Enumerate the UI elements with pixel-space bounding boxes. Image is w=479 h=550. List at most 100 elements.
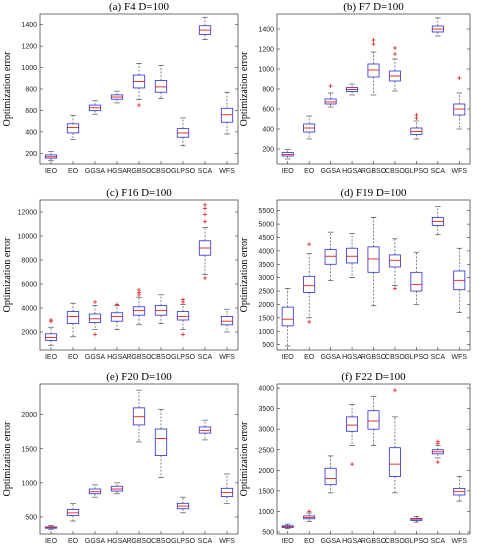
box-ieo <box>44 525 58 530</box>
iqr-box <box>453 103 466 116</box>
outlier-point <box>371 42 376 46</box>
iqr-box <box>154 80 168 93</box>
box-cbso <box>154 408 168 478</box>
x-tick-label: RGBSO <box>126 538 152 545</box>
panel-1: (a) F4 D=100 Optimization error 200 400 600 8… <box>2 1 239 175</box>
outlier-point <box>307 319 312 324</box>
iqr-box <box>367 246 380 273</box>
outlier-point <box>181 300 185 304</box>
x-tick-label: CBSO <box>151 168 171 175</box>
box-hgsa <box>346 233 359 278</box>
y-tick-label: 3500 <box>258 262 274 269</box>
iqr-box <box>324 98 337 105</box>
x-tick-label: RGBSO <box>361 354 387 361</box>
outlier-point <box>49 318 53 322</box>
iqr-box <box>132 306 146 316</box>
x-tick-label: EO <box>304 168 315 175</box>
y-tick-label: 3000 <box>258 275 274 282</box>
panel-6: (f) F22 D=100 Optimization error 500 1000 15… <box>239 371 471 545</box>
x-tick-label: WFS <box>219 168 235 175</box>
box-rgbso <box>367 396 380 446</box>
plot-frame <box>39 199 239 351</box>
y-tick-label: 12000 <box>18 210 38 217</box>
iqr-box <box>154 428 168 456</box>
iqr-box <box>110 312 124 322</box>
box-eo <box>66 302 80 338</box>
x-tick-label: GLPSO <box>404 354 429 361</box>
outlier-point <box>203 202 207 207</box>
outlier-point <box>392 46 397 50</box>
box-glpso <box>176 117 190 147</box>
x-tick-label: GGSA <box>320 168 341 175</box>
y-tick-label: 3500 <box>258 406 274 413</box>
panel-title: (b) F7 D=100 <box>343 1 404 13</box>
x-tick-label: EO <box>68 168 79 175</box>
x-tick-label: EO <box>68 354 79 361</box>
y-tick-label: 600 <box>262 107 274 114</box>
y-tick-label: 8000 <box>21 258 37 265</box>
x-tick-label: CBSO <box>151 538 171 545</box>
y-tick-label: 10000 <box>18 234 38 241</box>
iqr-box <box>220 315 234 326</box>
y-axis-label: Optimization error <box>2 51 13 126</box>
y-tick-label: 1200 <box>21 44 37 51</box>
x-tick-label: HGSA <box>107 168 127 175</box>
x-tick-label: WFS <box>451 354 467 361</box>
panel-title: (e) F20 D=100 <box>106 371 172 383</box>
box-sca <box>198 202 212 280</box>
outlier-point <box>137 103 141 108</box>
y-axis-label: Optimization error <box>2 421 13 496</box>
outlier-point <box>371 38 376 42</box>
y-axis-label: Optimization error <box>239 51 250 126</box>
x-tick-label: IEO <box>45 354 58 361</box>
iqr-box <box>346 247 359 264</box>
box-ggsa <box>88 100 102 115</box>
y-tick-label: 400 <box>262 127 274 134</box>
outlier-point <box>307 242 312 247</box>
box-wfs <box>220 91 234 135</box>
y-tick-label: 1000 <box>258 509 274 516</box>
x-tick-label: SCA <box>198 354 213 361</box>
y-tick-label: 6000 <box>21 282 37 289</box>
iqr-box <box>367 410 380 430</box>
x-tick-label: RGBSO <box>126 168 152 175</box>
box-eo <box>303 115 316 140</box>
outlier-point <box>435 460 440 465</box>
iqr-box <box>281 306 294 327</box>
box-hgsa <box>346 83 359 96</box>
y-tick-label: 500 <box>262 529 274 536</box>
y-tick-label: 1000 <box>21 480 37 487</box>
y-tick-label: 4500 <box>258 235 274 242</box>
x-tick-label: HGSA <box>342 354 362 361</box>
y-tick-label: 2500 <box>258 289 274 296</box>
y-tick-label: 1400 <box>258 27 274 34</box>
box-ggsa <box>324 231 337 281</box>
y-tick-label: 2000 <box>258 302 274 309</box>
x-tick-label: CBSO <box>385 354 405 361</box>
x-tick-label: SCA <box>431 538 446 545</box>
x-tick-label: HGSA <box>107 354 127 361</box>
box-glpso <box>410 516 423 523</box>
x-tick-label: EO <box>304 538 315 545</box>
x-tick-label: IEO <box>282 354 295 361</box>
x-tick-label: EO <box>68 538 79 545</box>
y-tick-label: 500 <box>25 514 37 521</box>
box-eo <box>303 242 316 324</box>
panel-5: (e) F20 D=100 Optimization error 500 1000 15… <box>2 371 239 545</box>
x-tick-label: IEO <box>45 168 58 175</box>
outlier-point <box>203 206 207 211</box>
panel-2: (b) F7 D=100 Optimization error 200 400 600 8… <box>239 1 471 175</box>
x-tick-label: HGSA <box>342 538 362 545</box>
y-tick-label: 1000 <box>258 67 274 74</box>
x-tick-label: EO <box>304 354 315 361</box>
box-ieo <box>281 288 294 347</box>
outlier-point <box>457 76 462 80</box>
box-wfs <box>220 473 234 504</box>
y-tick-label: 800 <box>262 87 274 94</box>
box-glpso <box>410 113 423 140</box>
y-tick-label: 600 <box>25 108 37 115</box>
x-tick-label: GLPSO <box>404 538 429 545</box>
box-rgbso <box>132 62 146 108</box>
outlier-point <box>93 332 97 337</box>
